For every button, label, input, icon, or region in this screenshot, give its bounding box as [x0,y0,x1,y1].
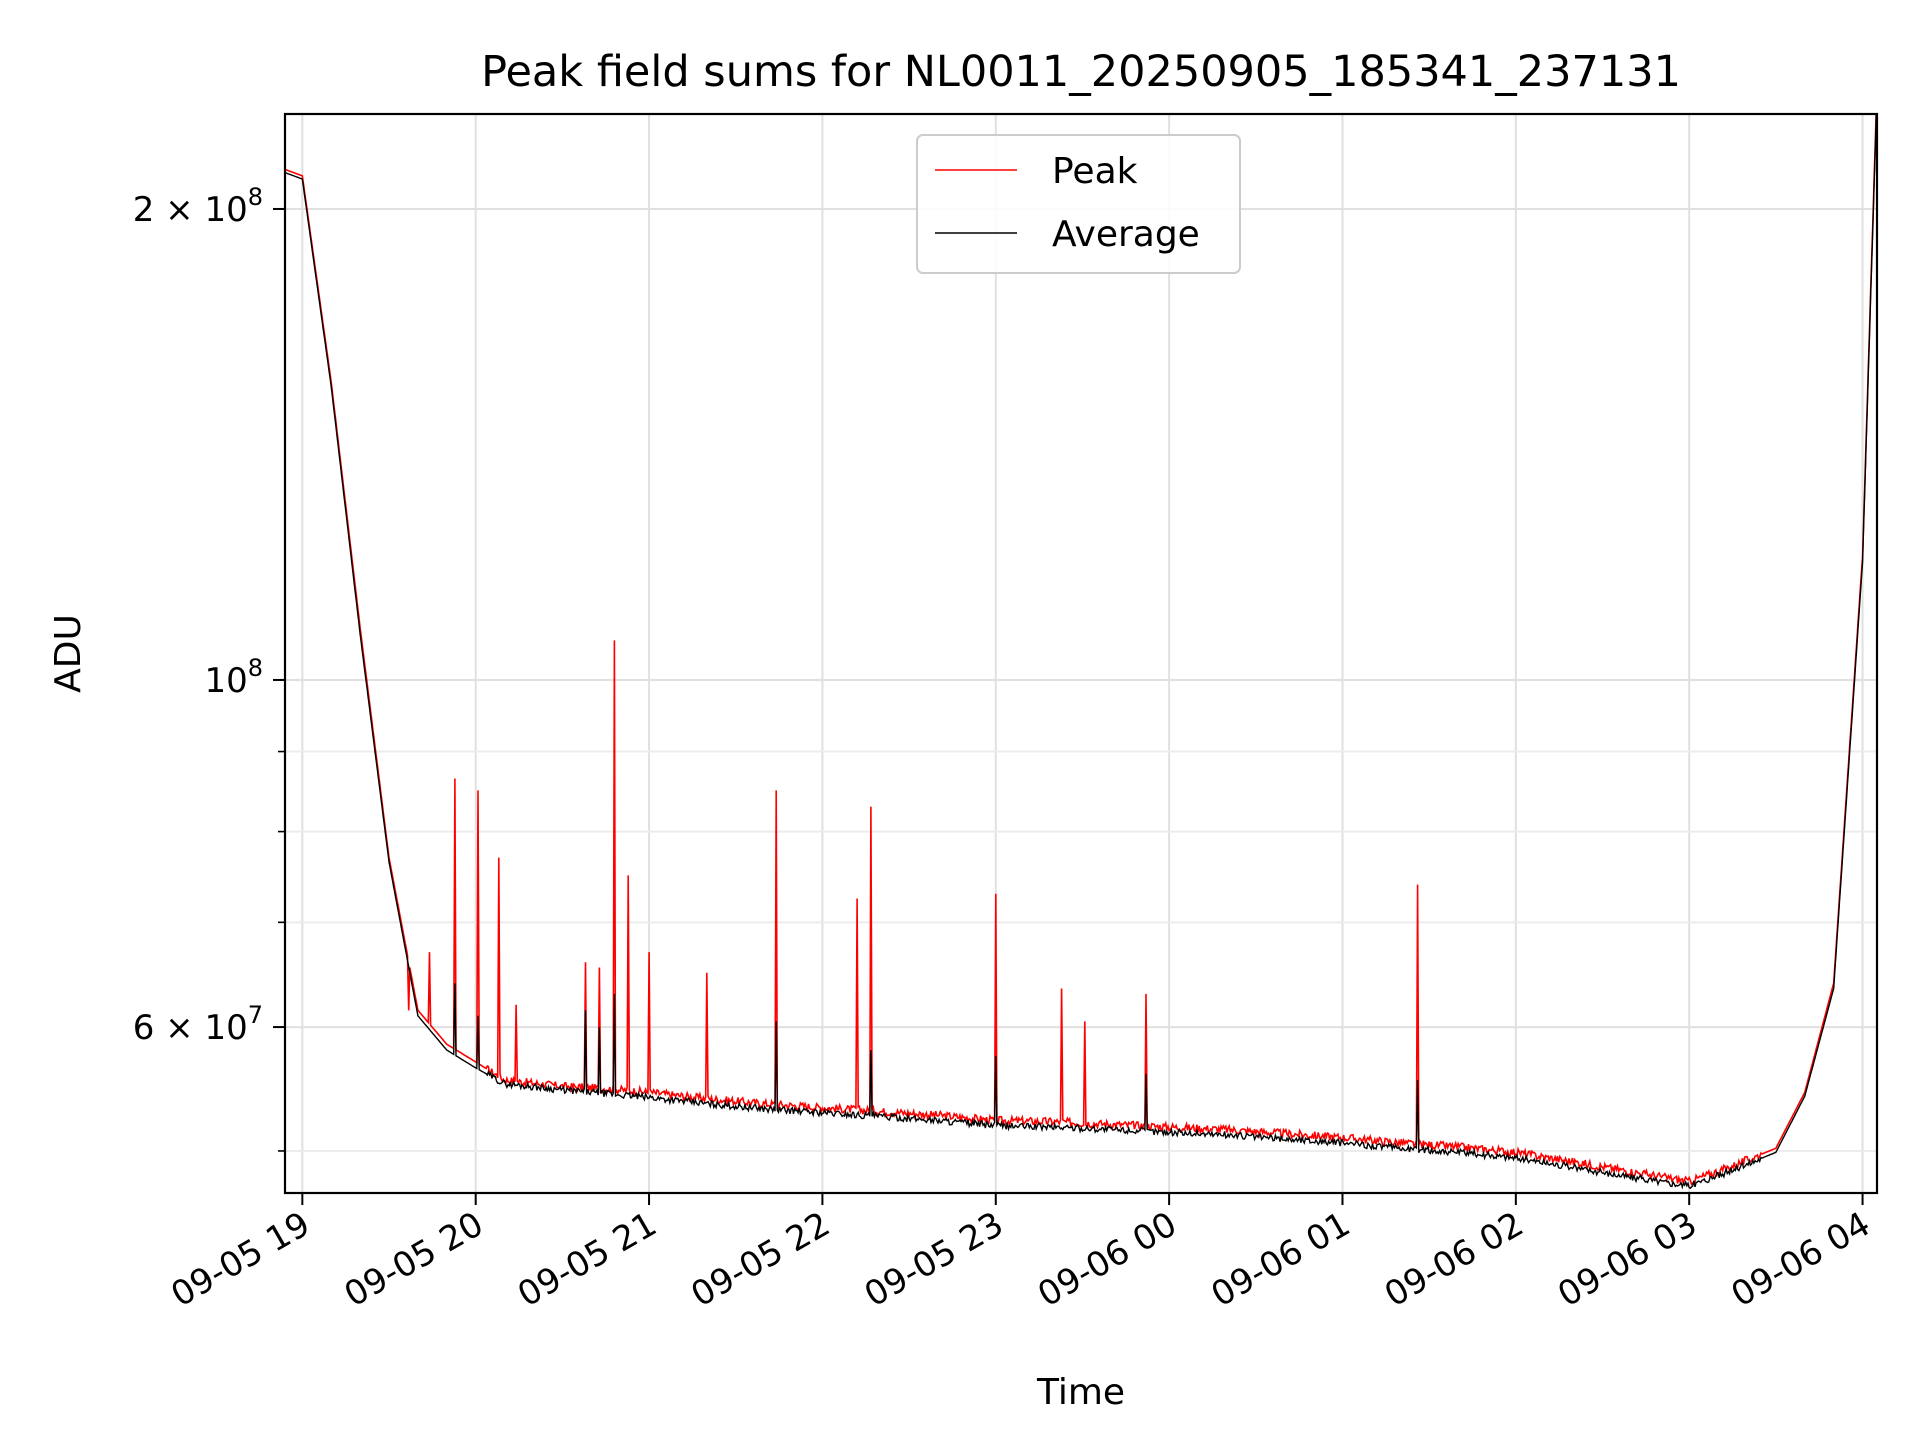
plot-lines [285,114,1877,1190]
chart-title: Peak field sums for NL0011_20250905_1853… [481,47,1681,97]
y-axis-title: ADU [48,614,89,693]
y-tick-labels: 2 × 108 108 6 × 107 [133,183,263,1048]
x-axis-title: Time [1036,1372,1125,1413]
y-tick-label: 108 [204,654,263,701]
y-tick-label: 6 × 107 [133,1001,263,1048]
series-line-peak [285,114,1877,1186]
legend-label-average: Average [1052,214,1200,255]
legend: Peak Average [916,134,1241,274]
series-line-average [285,114,1877,1190]
y-tick-label: 2 × 108 [133,183,263,230]
legend-label-peak: Peak [1052,151,1138,192]
axes-frame [283,112,1879,1195]
ticks [273,207,1864,1205]
